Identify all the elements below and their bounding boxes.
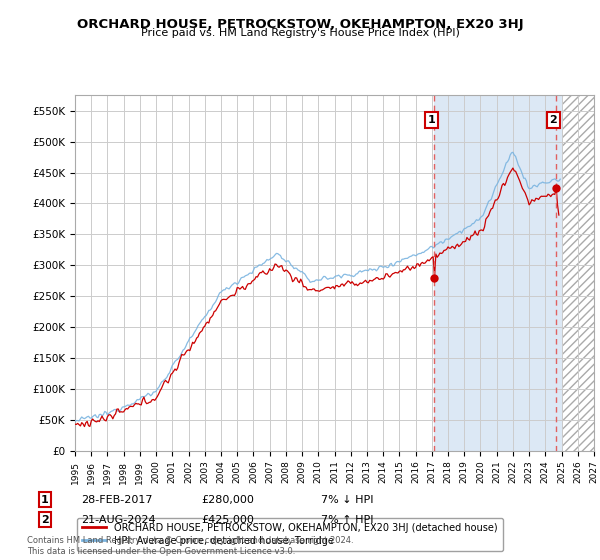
Text: ORCHARD HOUSE, PETROCKSTOW, OKEHAMPTON, EX20 3HJ: ORCHARD HOUSE, PETROCKSTOW, OKEHAMPTON, … <box>77 18 523 31</box>
Text: 1: 1 <box>41 494 49 505</box>
Text: £425,000: £425,000 <box>201 515 254 525</box>
Text: Contains HM Land Registry data © Crown copyright and database right 2024.
This d: Contains HM Land Registry data © Crown c… <box>27 536 353 556</box>
Text: 7% ↓ HPI: 7% ↓ HPI <box>321 494 373 505</box>
Text: 7% ↑ HPI: 7% ↑ HPI <box>321 515 373 525</box>
Legend: ORCHARD HOUSE, PETROCKSTOW, OKEHAMPTON, EX20 3HJ (detached house), HPI: Average : ORCHARD HOUSE, PETROCKSTOW, OKEHAMPTON, … <box>77 518 503 550</box>
Text: 1: 1 <box>428 115 436 125</box>
Text: 21-AUG-2024: 21-AUG-2024 <box>81 515 155 525</box>
Text: 2: 2 <box>550 115 557 125</box>
Text: 2: 2 <box>41 515 49 525</box>
Bar <box>434 95 562 451</box>
Text: 28-FEB-2017: 28-FEB-2017 <box>81 494 152 505</box>
Text: £280,000: £280,000 <box>201 494 254 505</box>
Text: Price paid vs. HM Land Registry's House Price Index (HPI): Price paid vs. HM Land Registry's House … <box>140 28 460 38</box>
